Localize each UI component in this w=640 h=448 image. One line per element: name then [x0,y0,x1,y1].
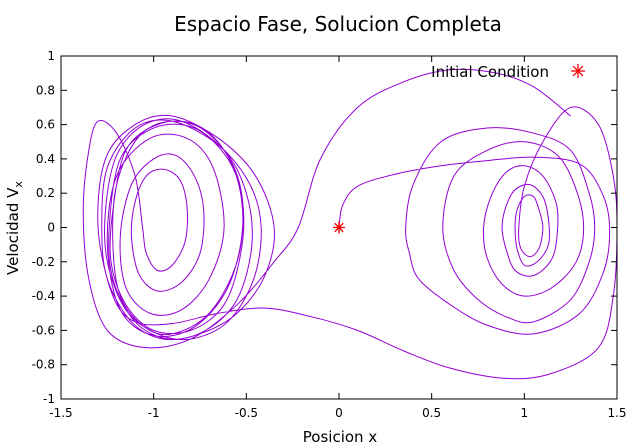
legend-marker-initial-condition [571,64,585,78]
chart-title: Espacio Fase, Solucion Completa [174,12,502,36]
y-axis-label: Velocidad Vx [4,181,25,275]
y-tick-label: 0.4 [36,152,55,166]
x-tick-label: 1.5 [607,406,626,420]
series-layer [82,68,617,380]
y-tick-label: -0.2 [32,255,55,269]
x-tick-label: -0.5 [235,406,258,420]
y-tick-label: -0.4 [32,289,55,303]
initial-condition-point [333,221,345,234]
x-axis: -1.5 -1 -0.5 0 0.5 1 1.5 [49,56,627,420]
y-tick-label: 0.6 [36,118,55,132]
legend: Initial Condition [431,63,585,81]
x-tick-label: 1 [521,406,529,420]
y-tick-label: 0.8 [36,83,55,97]
y-tick-label: -1 [43,392,55,406]
trajectory-line [82,68,617,380]
x-tick-label: -1.5 [49,406,72,420]
x-tick-label: 0 [335,406,343,420]
y-axis: -1 -0.8 -0.6 -0.4 -0.2 0 0.2 0.4 0.6 0.8 1 [32,49,617,406]
x-tick-label: -1 [148,406,160,420]
x-tick-label: 0.5 [422,406,441,420]
y-tick-label: 0 [47,221,55,235]
y-tick-label: 1 [47,49,55,63]
y-tick-label: 0.2 [36,186,55,200]
y-axis-label-base: Velocidad V [4,187,22,275]
legend-marker-star [571,64,585,78]
y-tick-label: -0.6 [32,323,55,337]
y-axis-label-subscript: x [12,181,25,188]
x-axis-label: Posicion x [303,428,378,446]
y-tick-label: -0.8 [32,358,55,372]
legend-label-initial-condition: Initial Condition [431,63,549,81]
